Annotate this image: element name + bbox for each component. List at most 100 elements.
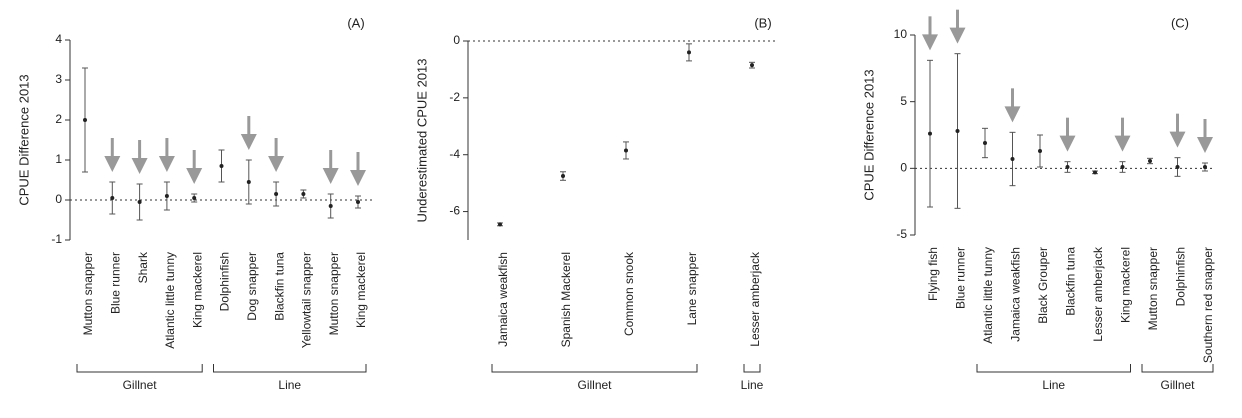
x-tick-label: Blue runner <box>954 247 968 309</box>
y-tick-label: -4 <box>449 147 460 161</box>
point <box>983 141 987 145</box>
point <box>498 222 502 227</box>
point <box>1093 170 1097 175</box>
x-tick-label: Mutton snapper <box>81 252 95 335</box>
x-tick-label: Dolphinfish <box>218 252 232 311</box>
x-tick-label: Lane snapper <box>685 252 699 325</box>
arrow <box>1197 137 1213 153</box>
x-tick-label: Dolphinfish <box>1174 247 1188 306</box>
arrow <box>1169 131 1186 148</box>
group-label: Line <box>1042 378 1065 392</box>
point <box>955 129 960 133</box>
y-axis-label: CPUE Difference 2013 <box>861 69 876 200</box>
y-tick-label: 4 <box>55 32 62 46</box>
x-tick-label: Common snook <box>622 251 636 336</box>
point <box>750 63 754 68</box>
x-tick-label: Blackfin tuna <box>1064 247 1078 316</box>
y-axis-label: Underestimated CPUE 2013 <box>414 58 429 222</box>
arrow <box>240 134 257 150</box>
arrow <box>322 168 339 184</box>
point <box>687 50 691 55</box>
point <box>246 180 251 184</box>
group-bracket <box>491 364 698 373</box>
x-tick-label: Spanish Mackerel <box>559 252 573 347</box>
x-tick-label: Mutton snapper <box>327 252 341 335</box>
point <box>301 192 306 196</box>
x-tick-label: Shark <box>136 251 150 283</box>
y-tick-label: -5 <box>896 227 907 241</box>
point <box>1065 165 1070 169</box>
x-tick-label: Jamaica weakfish <box>1009 247 1023 342</box>
arrow <box>1004 106 1021 123</box>
point <box>1203 165 1207 169</box>
point <box>137 200 142 204</box>
point <box>1010 157 1015 161</box>
y-axis-label: CPUE Difference 2013 <box>16 74 31 205</box>
point <box>561 174 565 179</box>
group-label: Gillnet <box>123 378 158 392</box>
x-tick-label: Atlantic little tunny <box>163 252 177 349</box>
x-tick-label: Lesser amberjack <box>1091 246 1105 342</box>
point <box>1148 159 1152 163</box>
x-tick-label: Jamaica weakfish <box>496 252 510 347</box>
group-label: Line <box>741 378 764 392</box>
panel-label: (B) <box>754 15 771 30</box>
y-tick-label: 2 <box>55 112 62 126</box>
y-tick-label: -6 <box>449 204 460 218</box>
point <box>1175 165 1180 169</box>
x-tick-label: King mackerel <box>1119 247 1133 323</box>
point <box>624 148 628 153</box>
y-tick-label: -2 <box>449 90 460 104</box>
point <box>1120 165 1125 169</box>
arrow <box>949 27 966 44</box>
y-tick-label: 3 <box>55 72 62 86</box>
x-tick-label: King mackerel <box>354 252 368 328</box>
y-tick-label: 0 <box>453 33 460 47</box>
group-bracket <box>1141 364 1214 373</box>
group-bracket <box>976 364 1131 373</box>
group-label: Gillnet <box>577 378 612 392</box>
point <box>928 131 932 136</box>
arrow <box>1114 135 1131 152</box>
x-tick-label: Blackfin tuna <box>272 252 286 321</box>
arrow <box>350 170 366 186</box>
arrow <box>922 34 938 51</box>
x-tick-label: Dog snapper <box>245 252 259 321</box>
panel-label: (C) <box>1171 15 1189 30</box>
group-bracket <box>76 364 203 373</box>
y-tick-label: -1 <box>51 232 62 246</box>
x-tick-label: Flying fish <box>926 247 940 301</box>
y-tick-label: 5 <box>900 94 907 108</box>
point <box>110 196 115 200</box>
point <box>192 196 197 200</box>
x-tick-label: Mutton snapper <box>1146 247 1160 330</box>
point <box>328 204 333 208</box>
panel-label: (A) <box>347 15 364 30</box>
x-tick-label: Blue runner <box>108 252 122 314</box>
x-tick-label: Lesser amberjack <box>748 251 762 347</box>
arrow <box>268 156 285 172</box>
point <box>274 192 279 196</box>
x-tick-label: Southern red snapper <box>1201 247 1215 363</box>
x-tick-label: King mackerel <box>190 252 204 328</box>
arrow <box>131 158 148 174</box>
y-tick-label: 1 <box>55 152 62 166</box>
point <box>219 164 224 168</box>
group-label: Line <box>278 378 301 392</box>
point <box>164 194 169 198</box>
x-tick-label: Black Grouper <box>1036 247 1050 324</box>
group-label: Gillnet <box>1160 378 1195 392</box>
x-tick-label: Atlantic little tunny <box>981 247 995 344</box>
arrow <box>104 156 121 172</box>
point <box>1038 149 1042 153</box>
arrow <box>158 156 175 172</box>
y-tick-label: 10 <box>894 27 908 41</box>
y-tick-label: 0 <box>900 161 907 175</box>
group-bracket <box>213 364 367 373</box>
x-tick-label: Yellowtail snapper <box>300 252 314 348</box>
point <box>356 200 360 204</box>
y-tick-label: 0 <box>55 192 62 206</box>
group-bracket <box>743 364 761 373</box>
arrow <box>1059 135 1076 152</box>
